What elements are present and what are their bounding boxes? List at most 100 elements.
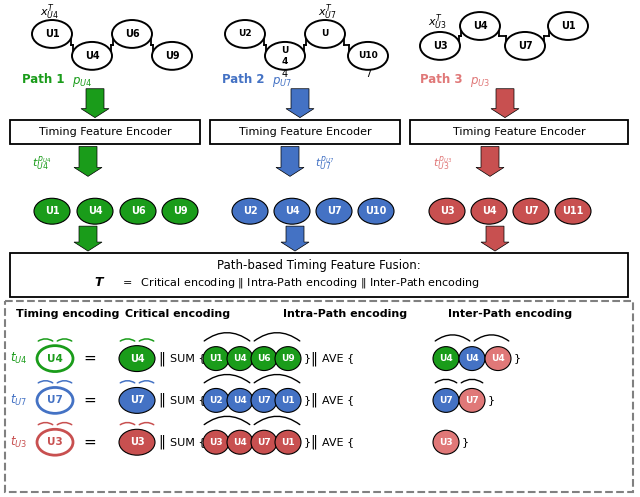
Text: U3: U3 — [209, 438, 223, 447]
Ellipse shape — [275, 430, 301, 454]
Text: U6: U6 — [257, 354, 271, 363]
Ellipse shape — [203, 346, 229, 371]
Text: U4: U4 — [465, 354, 479, 363]
Text: U6: U6 — [131, 206, 145, 216]
Ellipse shape — [37, 345, 73, 372]
Bar — [210, 120, 400, 145]
Text: $p_{U3}$: $p_{U3}$ — [470, 75, 490, 89]
Text: U3: U3 — [47, 437, 63, 447]
Text: U3: U3 — [130, 437, 144, 447]
Ellipse shape — [275, 389, 301, 413]
Text: U1: U1 — [281, 396, 295, 405]
Text: U4: U4 — [491, 354, 505, 363]
Ellipse shape — [485, 346, 511, 371]
Text: $t^{p_{U7}}_{U7}$: $t^{p_{U7}}_{U7}$ — [316, 155, 335, 172]
Text: U10: U10 — [358, 51, 378, 60]
Text: U4: U4 — [88, 206, 102, 216]
Text: }: } — [304, 437, 311, 447]
Text: $t_{U3}$: $t_{U3}$ — [10, 435, 27, 450]
Ellipse shape — [251, 346, 277, 371]
Text: U1: U1 — [209, 354, 223, 363]
Ellipse shape — [274, 198, 310, 224]
Ellipse shape — [119, 429, 155, 455]
Ellipse shape — [420, 32, 460, 60]
Text: U1: U1 — [561, 21, 575, 31]
Text: $p_{U4}$: $p_{U4}$ — [72, 75, 92, 89]
Text: U10: U10 — [365, 206, 387, 216]
Text: U9: U9 — [281, 354, 295, 363]
Ellipse shape — [275, 346, 301, 371]
Text: =: = — [84, 351, 97, 366]
Text: U7: U7 — [326, 206, 341, 216]
Ellipse shape — [358, 198, 394, 224]
Ellipse shape — [433, 389, 459, 413]
Text: U11: U11 — [563, 206, 584, 216]
Text: }: } — [462, 437, 469, 447]
Bar — [5, 301, 633, 492]
Text: $x^T_{U4}$: $x^T_{U4}$ — [40, 2, 60, 22]
Text: Timing Feature Encoder: Timing Feature Encoder — [38, 127, 172, 137]
Text: U4: U4 — [47, 353, 63, 364]
Text: U2: U2 — [243, 206, 257, 216]
Text: }: } — [304, 396, 311, 406]
FancyArrow shape — [481, 226, 509, 251]
Text: $p_{U7}$: $p_{U7}$ — [272, 75, 292, 89]
Text: =: = — [84, 435, 97, 450]
Ellipse shape — [225, 20, 265, 48]
Text: U9: U9 — [164, 51, 179, 61]
Text: U9: U9 — [173, 206, 188, 216]
Ellipse shape — [119, 388, 155, 414]
Text: $t_{U7}$: $t_{U7}$ — [10, 393, 27, 408]
Text: U7: U7 — [439, 396, 453, 405]
Text: Timing encoding: Timing encoding — [16, 309, 120, 319]
Text: U3: U3 — [433, 41, 447, 51]
Text: $\|$: $\|$ — [310, 433, 317, 451]
Ellipse shape — [119, 345, 155, 372]
FancyArrow shape — [81, 89, 109, 118]
Text: $\|$: $\|$ — [159, 349, 166, 368]
Text: $=$  Critical encoding $\|$ Intra-Path encoding $\|$ Inter-Path encoding: $=$ Critical encoding $\|$ Intra-Path en… — [120, 276, 480, 290]
Text: }: } — [304, 353, 311, 364]
Ellipse shape — [265, 42, 305, 70]
Ellipse shape — [203, 430, 229, 454]
Ellipse shape — [459, 389, 485, 413]
Text: U4: U4 — [482, 206, 496, 216]
FancyArrow shape — [74, 147, 102, 176]
Text: U6: U6 — [125, 29, 140, 39]
Ellipse shape — [37, 388, 73, 414]
Text: U1: U1 — [281, 438, 295, 447]
Text: 4: 4 — [282, 69, 288, 79]
Ellipse shape — [429, 198, 465, 224]
Bar — [10, 120, 200, 145]
Text: AVE {: AVE { — [322, 437, 354, 447]
FancyArrow shape — [276, 147, 304, 176]
Text: U3: U3 — [439, 438, 453, 447]
Ellipse shape — [348, 42, 388, 70]
Text: U3: U3 — [440, 206, 454, 216]
Text: $\|$: $\|$ — [310, 349, 317, 368]
Ellipse shape — [227, 430, 253, 454]
Text: U4: U4 — [233, 438, 247, 447]
Text: =: = — [84, 393, 97, 408]
Text: U1: U1 — [45, 29, 60, 39]
Text: SUM {: SUM { — [170, 353, 205, 364]
Text: Timing Feature Encoder: Timing Feature Encoder — [452, 127, 586, 137]
FancyArrow shape — [286, 89, 314, 118]
Text: Inter-Path encoding: Inter-Path encoding — [448, 309, 572, 319]
Text: Path 2: Path 2 — [222, 73, 269, 86]
Ellipse shape — [513, 198, 549, 224]
Text: Critical encoding: Critical encoding — [125, 309, 230, 319]
Ellipse shape — [548, 12, 588, 40]
Ellipse shape — [460, 12, 500, 40]
Ellipse shape — [251, 389, 277, 413]
Text: U4: U4 — [233, 396, 247, 405]
Text: U7: U7 — [47, 396, 63, 406]
Bar — [410, 120, 628, 145]
Text: $\boldsymbol{T}$: $\boldsymbol{T}$ — [94, 276, 106, 289]
Text: $t^{p_{U3}}_{U3}$: $t^{p_{U3}}_{U3}$ — [433, 155, 452, 172]
Bar — [10, 253, 628, 297]
Ellipse shape — [505, 32, 545, 60]
Ellipse shape — [227, 346, 253, 371]
Text: Path 1: Path 1 — [22, 73, 68, 86]
Text: U7: U7 — [130, 396, 144, 406]
